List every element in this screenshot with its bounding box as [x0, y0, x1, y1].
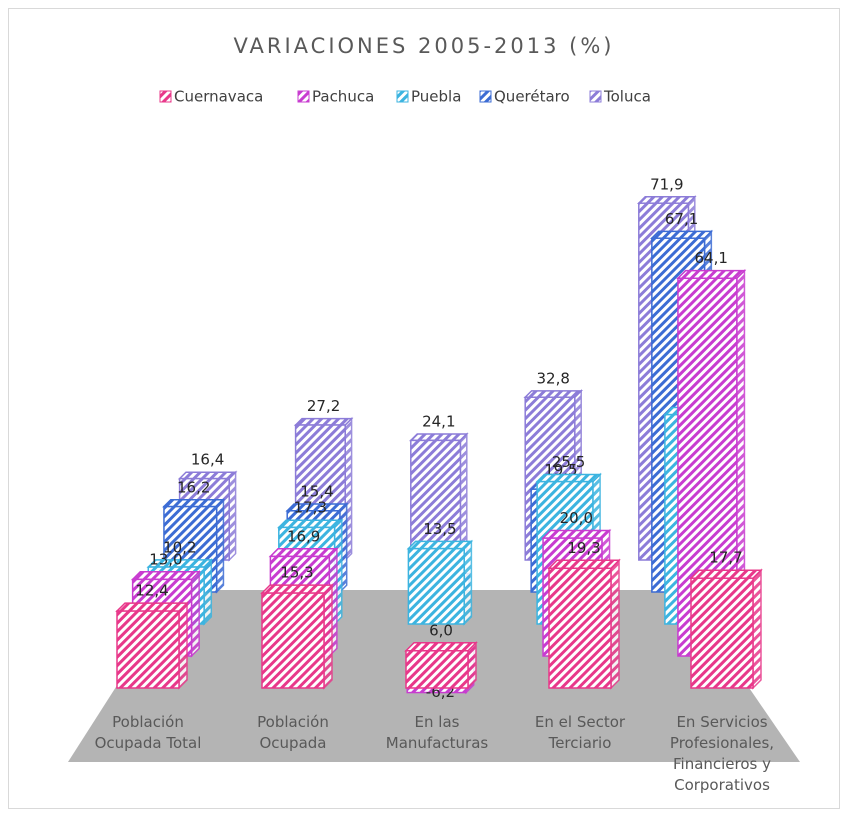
legend-label: Pachuca	[312, 88, 374, 106]
bar-top	[268, 548, 339, 558]
bar-front	[261, 592, 325, 689]
bar-front	[407, 547, 465, 625]
bar-top	[293, 417, 354, 426]
data-label: 13,0	[149, 550, 182, 568]
data-label: 12,4	[135, 582, 168, 600]
legend-swatch	[396, 90, 409, 103]
data-label: 16,4	[191, 451, 224, 469]
bar	[689, 568, 763, 690]
bar-top	[130, 571, 201, 581]
data-label: 13,5	[423, 520, 456, 538]
legend-swatch	[589, 90, 602, 103]
data-label: 71,9	[650, 175, 683, 193]
bar-front	[410, 439, 462, 561]
data-label: 32,8	[536, 369, 569, 387]
bar-top	[541, 529, 612, 539]
legend-label: Querétaro	[494, 88, 570, 106]
legend-swatch	[297, 90, 310, 103]
bar	[547, 558, 621, 690]
bar-side	[610, 558, 620, 690]
bar-top	[689, 569, 763, 579]
legend-swatch	[159, 90, 172, 103]
bar-side	[752, 568, 762, 690]
bar-top	[676, 269, 747, 280]
bar-front	[405, 650, 469, 689]
data-label: 16,9	[287, 527, 320, 545]
bar-top	[260, 584, 334, 594]
bar-top	[650, 230, 714, 239]
data-label: 19,3	[567, 539, 600, 557]
data-label: 64,1	[694, 249, 727, 267]
chart-title: VARIACIONES 2005-2013 (%)	[233, 34, 614, 58]
data-label: 15,4	[300, 483, 333, 501]
data-label: 15,3	[280, 564, 313, 582]
x-tick-label: En el Sector Terciario	[535, 713, 626, 752]
data-label: 17,3	[294, 499, 327, 517]
bar-top	[115, 602, 189, 612]
data-label: 27,2	[307, 397, 340, 415]
x-tick-label: Población Ocupada	[257, 713, 329, 752]
bar-top	[535, 473, 602, 483]
bar	[260, 583, 334, 690]
bar-top	[523, 390, 584, 398]
data-label: 20,0	[560, 509, 593, 527]
legend-label: Puebla	[411, 88, 461, 106]
x-tick-label: En las Manufacturas	[386, 713, 489, 752]
data-label: 25,5	[552, 453, 585, 471]
data-label: 16,2	[177, 478, 210, 496]
bar-top	[162, 499, 226, 508]
legend-swatch	[479, 90, 492, 103]
data-label: 67,1	[665, 210, 698, 228]
bar-front	[548, 567, 612, 689]
bar-side	[228, 470, 237, 562]
data-label: 24,1	[422, 413, 455, 431]
bar	[406, 539, 474, 626]
bar	[115, 601, 189, 690]
bar-front	[690, 577, 754, 689]
bar-side	[178, 601, 188, 690]
data-label: 10,2	[163, 538, 196, 556]
data-label: 6,0	[429, 621, 453, 639]
bar-side	[463, 539, 473, 626]
bar	[404, 640, 478, 690]
bar-side	[203, 558, 213, 626]
bar-top	[547, 559, 621, 570]
bar	[408, 432, 469, 562]
bar-side	[215, 497, 225, 594]
bar-top	[406, 540, 474, 550]
bar-top	[636, 196, 697, 204]
bar-side	[323, 583, 333, 690]
bar-top	[408, 433, 469, 442]
data-label: 17,7	[709, 549, 742, 567]
bar-top	[404, 642, 478, 652]
legend-label: Cuernavaca	[174, 88, 263, 106]
x-tick-label: Población Ocupada Total	[95, 713, 202, 752]
legend-label: Toluca	[603, 88, 651, 106]
bar-front	[116, 610, 180, 689]
bar-side	[190, 569, 200, 658]
